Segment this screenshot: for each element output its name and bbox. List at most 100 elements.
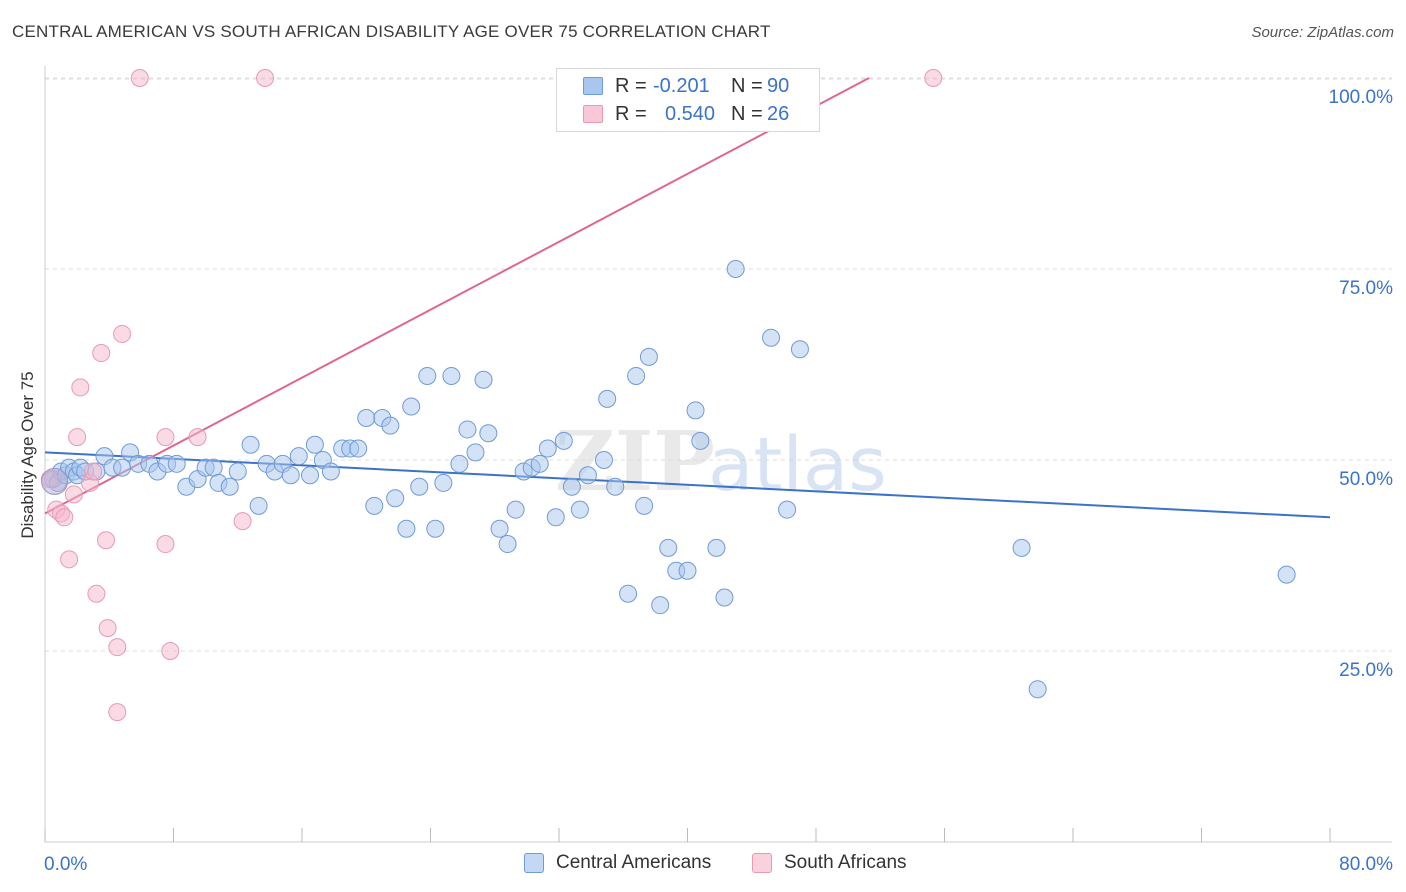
source-credit: Source: ZipAtlas.com (1251, 24, 1394, 41)
stats-legend-row-central-americans: R = -0.201 N = 90 (583, 73, 789, 99)
data-point-south-africans (60, 550, 79, 569)
y-tick-label: 25.0% (1339, 660, 1393, 681)
data-point-south-africans (188, 428, 207, 447)
n-label: N = (731, 74, 763, 97)
legend-label: South Africans (784, 852, 907, 873)
data-point-central-americans (606, 477, 625, 496)
data-point-central-americans (530, 454, 549, 473)
data-points (40, 69, 1296, 722)
data-point-central-americans (450, 454, 469, 473)
data-point-central-americans (578, 466, 597, 485)
data-point-south-africans (924, 69, 943, 87)
watermark-zip: ZIP (555, 414, 715, 510)
data-point-south-africans (92, 344, 111, 363)
chart-title: CENTRAL AMERICAN VS SOUTH AFRICAN DISABI… (12, 22, 771, 41)
data-point-central-americans (778, 500, 797, 519)
y-tick-label: 100.0% (1329, 87, 1394, 108)
y-axis-label: Disability Age Over 75 (18, 371, 37, 539)
data-point-central-americans (418, 366, 437, 385)
data-point-south-africans (98, 619, 117, 638)
data-point-south-africans (55, 508, 74, 527)
data-point-central-americans (305, 435, 324, 454)
trend-line-south-africans (44, 77, 870, 515)
data-point-central-americans (790, 340, 809, 359)
data-point-central-americans (321, 462, 340, 481)
data-point-central-americans (204, 458, 223, 477)
data-point-central-americans (397, 519, 416, 538)
data-point-south-africans (113, 324, 132, 343)
data-point-central-americans (691, 431, 710, 450)
data-point-south-africans (156, 535, 175, 554)
data-point-central-americans (707, 538, 726, 557)
data-point-central-americans (554, 431, 573, 450)
data-point-south-africans (161, 642, 180, 660)
data-point-central-americans (113, 458, 132, 477)
data-point-central-americans (434, 473, 453, 492)
data-point-central-americans (762, 328, 781, 347)
data-point-south-africans (256, 69, 275, 87)
data-point-central-americans (498, 535, 517, 554)
data-point-central-americans (241, 435, 260, 454)
x-tick-label: 80.0% (1339, 854, 1393, 875)
data-point-central-americans (715, 588, 734, 607)
data-point-south-africans (156, 428, 175, 447)
data-point-central-americans (619, 584, 638, 603)
data-point-south-africans (97, 531, 116, 550)
legend-swatch-blue (583, 77, 603, 95)
data-point-central-americans (402, 397, 421, 416)
data-point-south-africans (84, 462, 103, 481)
n-value: 26 (767, 102, 790, 125)
x-tick-label: 0.0% (44, 854, 87, 875)
gridlines (45, 77, 1392, 652)
data-point-central-americans (570, 500, 589, 519)
data-point-central-americans (639, 347, 658, 366)
data-point-central-americans (386, 489, 405, 508)
data-point-central-americans (598, 389, 617, 408)
r-label: R = (615, 74, 647, 97)
data-point-central-americans (651, 596, 670, 615)
data-point-central-americans (659, 538, 678, 557)
series-legend: Central Americans South Africans (0, 852, 1406, 878)
legend-item-central-americans[interactable]: Central Americans (524, 852, 711, 874)
data-point-central-americans (506, 500, 525, 519)
legend-label: Central Americans (556, 852, 712, 873)
data-point-south-africans (233, 512, 252, 531)
data-point-central-americans (678, 561, 697, 580)
data-point-south-africans (108, 703, 127, 722)
data-point-central-americans (627, 366, 646, 385)
data-point-central-americans (594, 451, 613, 469)
data-point-central-americans (474, 370, 493, 389)
legend-item-south-africans[interactable]: South Africans (752, 852, 907, 874)
data-point-central-americans (301, 466, 320, 485)
data-point-south-africans (68, 428, 87, 447)
data-point-central-americans (365, 496, 384, 515)
data-point-central-americans (349, 439, 368, 458)
data-point-central-americans (546, 508, 565, 527)
data-point-central-americans (1277, 565, 1296, 584)
data-point-central-americans (686, 401, 705, 420)
stats-legend: R = -0.201 N = 90 R = 0.540 N = 26 (556, 68, 820, 132)
data-point-central-americans (726, 260, 745, 278)
data-point-central-americans (490, 519, 509, 538)
legend-swatch-blue (524, 853, 544, 873)
data-point-central-americans (289, 447, 308, 466)
data-point-central-americans (479, 424, 498, 443)
data-point-central-americans (442, 366, 461, 385)
legend-swatch-pink (752, 853, 772, 873)
y-tick-label: 50.0% (1339, 469, 1393, 490)
data-point-central-americans (381, 416, 400, 435)
watermark-atlas: atlas (708, 422, 887, 508)
data-point-central-americans (466, 443, 485, 462)
data-point-south-africans (64, 485, 83, 504)
data-point-central-americans (1028, 680, 1047, 699)
data-point-central-americans (410, 477, 429, 496)
n-label: N = (731, 102, 763, 125)
r-value: -0.201 (653, 74, 710, 97)
data-point-south-africans (71, 378, 90, 397)
y-tick-label: 75.0% (1339, 278, 1393, 299)
data-point-central-americans (167, 454, 186, 473)
r-label: R = (615, 102, 647, 125)
data-point-central-americans (249, 496, 268, 515)
data-point-central-americans (220, 477, 239, 496)
